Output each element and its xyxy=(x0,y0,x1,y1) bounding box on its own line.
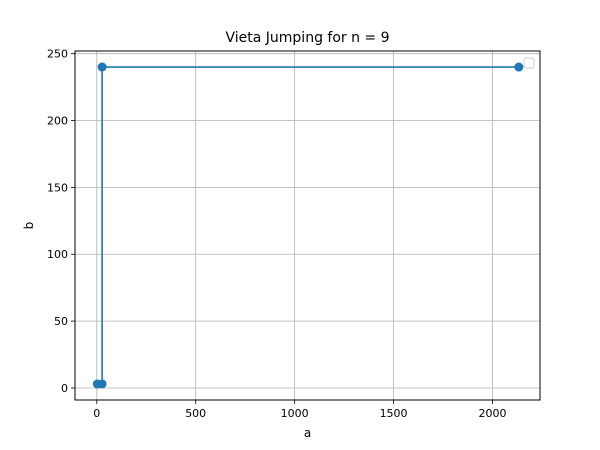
series-layer xyxy=(92,62,524,389)
axis-ticks: 0 500 1000 1500 2000 0 50 100 150 200 250 xyxy=(47,48,507,420)
x-tick-label: 2000 xyxy=(479,407,507,420)
y-tick-label: 150 xyxy=(47,181,68,194)
data-point xyxy=(97,379,107,389)
data-point xyxy=(97,62,107,72)
x-axis-label: a xyxy=(304,426,311,440)
plot-area-frame xyxy=(74,50,541,401)
chart-title: Vieta Jumping for n = 9 xyxy=(225,30,389,46)
y-tick-label: 0 xyxy=(61,382,68,395)
x-tick-label: 1500 xyxy=(380,407,408,420)
y-tick-label: 200 xyxy=(47,115,68,128)
x-tick-label: 1000 xyxy=(281,407,309,420)
y-tick-label: 50 xyxy=(54,315,68,328)
y-axis-label: b xyxy=(22,222,36,230)
x-tick-label: 500 xyxy=(185,407,206,420)
y-tick-label: 100 xyxy=(47,248,68,261)
x-tick-label: 0 xyxy=(93,407,100,420)
data-point xyxy=(514,62,524,72)
grid-lines xyxy=(75,51,540,400)
legend-box xyxy=(523,57,535,69)
y-tick-label: 250 xyxy=(47,48,68,61)
